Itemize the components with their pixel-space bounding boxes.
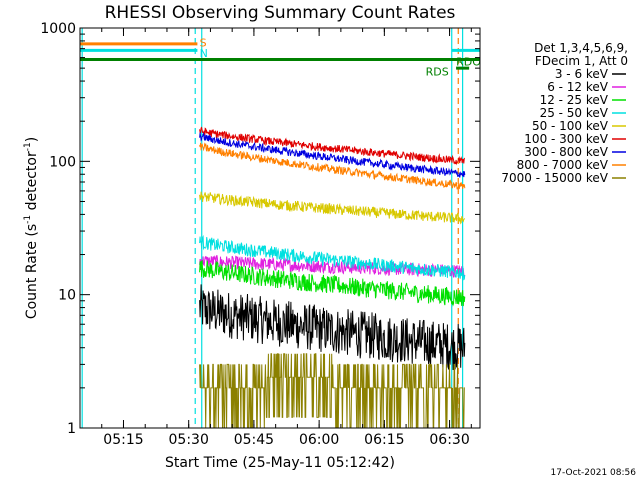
series-line-8 [199, 353, 465, 428]
y-label-part-3: ) [24, 137, 40, 142]
x-tick-label-0: 05:15 [103, 432, 143, 448]
chart-title: RHESSI Observing Summary Count Rates [105, 3, 456, 23]
y-label-part-2: detector [24, 151, 40, 215]
flag-label-0: S [200, 36, 207, 49]
legend-entry-4: 50 - 100 keV [532, 119, 609, 133]
series-line-4 [199, 191, 466, 225]
series-line-2 [199, 260, 466, 307]
plot-area: SN RDS RDO [80, 28, 481, 428]
series-line-5 [199, 126, 465, 166]
y-label-sup-2: -1 [23, 142, 33, 151]
flag-label-2: RDS [426, 66, 449, 79]
x-axis-label: Start Time (25-May-11 05:12:42) [165, 455, 395, 471]
series-line-6 [199, 132, 466, 178]
legend-entry-6: 300 - 800 keV [524, 145, 608, 159]
x-tick-label-3: 06:00 [299, 432, 339, 448]
x-tick-label-4: 06:15 [364, 432, 404, 448]
y-label-part-1: Count Rate (s [24, 224, 40, 319]
x-tick-label-1: 05:30 [169, 432, 209, 448]
legend-entry-1: 6 - 12 keV [547, 80, 609, 94]
y-tick-label-0: 1 [67, 421, 76, 437]
legend-header-0: Det 1,3,4,5,6,9, [534, 41, 628, 55]
axes: 05:15 05:30 05:45 06:00 06:15 06:30 1 10 100 1000 [40, 21, 481, 448]
y-tick-label-3: 1000 [40, 21, 76, 37]
series-line-0 [199, 284, 466, 371]
timestamp: 17-Oct-2021 08:56 [551, 468, 637, 478]
y-label-sup-1: -1 [23, 215, 33, 224]
legend-entry-0: 3 - 6 keV [555, 67, 609, 81]
y-tick-label-2: 100 [49, 154, 76, 170]
flag-label-1: N [200, 47, 208, 60]
legend-header-1: FDecim 1, Att 0 [535, 54, 628, 68]
y-tick-label-1: 10 [58, 288, 76, 304]
legend-entry-5: 100 - 300 keV [524, 132, 608, 146]
y-axis-label: Count Rate (s-1 detector-1) [23, 137, 40, 319]
legend-entry-2: 12 - 25 keV [540, 93, 609, 107]
series-line-1 [199, 255, 465, 278]
plot-frame [79, 27, 481, 429]
series-line-7 [199, 142, 466, 190]
legend: Det 1,3,4,5,6,9,FDecim 1, Att 03 - 6 keV… [501, 41, 628, 185]
x-tick-label-2: 05:45 [234, 432, 274, 448]
legend-entry-7: 800 - 7000 keV [517, 158, 609, 172]
series-line-3 [199, 234, 466, 281]
flag-label-3: RDO [456, 56, 481, 69]
legend-entry-8: 7000 - 15000 keV [501, 171, 608, 185]
legend-entry-3: 25 - 50 keV [540, 106, 609, 120]
x-tick-label-5: 06:30 [429, 432, 469, 448]
